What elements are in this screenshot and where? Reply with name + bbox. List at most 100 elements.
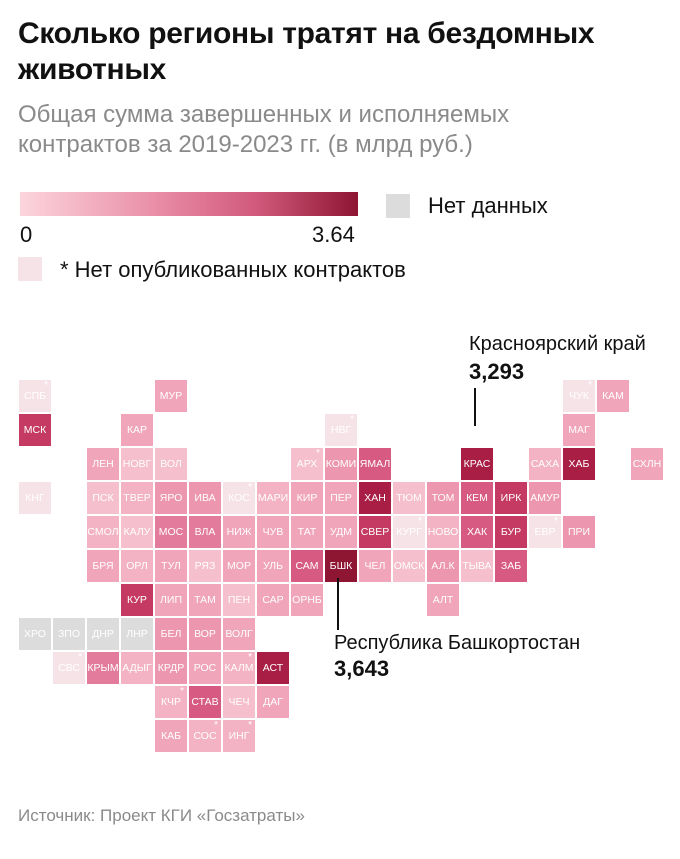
region-code: ВОЛ — [160, 458, 182, 470]
region-code: РОС — [193, 662, 217, 674]
region-tile: КУРГ * — [393, 516, 425, 548]
region-tile: САР — [257, 584, 289, 616]
region-code: ТАТ — [297, 526, 317, 538]
region-tile: КНГ — [19, 482, 51, 514]
no-contracts-asterisk: * — [248, 720, 252, 731]
region-code: ОРНБ — [292, 594, 322, 606]
page-subtitle: Общая сумма завершенных и исполняемых ко… — [18, 101, 510, 158]
region-code: АЛ.К — [431, 560, 455, 572]
region-tile: САХА — [529, 448, 561, 480]
region-code: КРДР — [157, 662, 185, 674]
region-tile: ПЕН — [223, 584, 255, 616]
region-tile: ЛИП — [155, 584, 187, 616]
page-title: Сколько регионы тратят на бездомных живо… — [18, 17, 595, 86]
region-code: КАЛМ — [224, 662, 254, 674]
region-code: БЕЛ — [160, 628, 182, 640]
region-tile: ДАГ — [257, 686, 289, 718]
region-tile: СВЕР — [359, 516, 391, 548]
region-tile: СПБ * — [19, 380, 51, 412]
region-tile: МСК — [19, 414, 51, 446]
region-tile: КАМ — [597, 380, 629, 412]
region-tile: ЧУВ — [257, 516, 289, 548]
region-code: ИРК — [500, 492, 522, 504]
region-code: САР — [262, 594, 284, 606]
region-code: ЯРО — [159, 492, 183, 504]
region-code: АЛТ — [432, 594, 454, 606]
region-code: МАРИ — [257, 492, 289, 504]
region-tile: ВОР — [189, 618, 221, 650]
region-tile: ПСК — [87, 482, 119, 514]
region-tile: КОМИ — [325, 448, 357, 480]
no-contracts-asterisk: * — [588, 380, 592, 391]
scale-min-label: 0 — [20, 222, 33, 247]
region-code: МСК — [23, 424, 47, 436]
region-tile: КОС * — [223, 482, 255, 514]
region-code: МУР — [159, 390, 183, 402]
region-tile: РЯЗ — [189, 550, 221, 582]
region-tile: ПЕР — [325, 482, 357, 514]
region-tile: ХАК — [461, 516, 493, 548]
region-code: КАР — [126, 424, 148, 436]
annotation-bashkortostan-name: Республика Башкортостан — [334, 632, 581, 654]
region-tile: ЗАБ — [495, 550, 527, 582]
region-code: ТОМ — [431, 492, 455, 504]
region-code: АДЫГ — [122, 662, 152, 674]
region-code: БРЯ — [92, 560, 114, 572]
region-code: САХА — [530, 458, 560, 470]
region-tile: АЛТ — [427, 584, 459, 616]
region-tile: ВОЛ — [155, 448, 187, 480]
no-data-swatch — [386, 194, 410, 218]
region-tile: АРХ * — [291, 448, 323, 480]
region-code: СВЕР — [360, 526, 390, 538]
region-tile: ХАБ — [563, 448, 595, 480]
region-code: БУР — [500, 526, 522, 538]
region-tile: ЕВР * — [529, 516, 561, 548]
region-tile: ПРИ — [563, 516, 595, 548]
region-code: ХАК — [466, 526, 488, 538]
region-code: МОР — [227, 560, 251, 572]
no-contracts-label: * Нет опубликованных контрактов — [60, 257, 406, 282]
region-code: ЧУВ — [262, 526, 284, 538]
region-tile: ЧУК * — [563, 380, 595, 412]
no-contracts-asterisk: * — [418, 516, 422, 527]
region-code: КОМИ — [325, 458, 357, 470]
region-tile: ЛНР — [121, 618, 153, 650]
region-code: ОМСК — [393, 560, 425, 572]
region-tile: ХАН — [359, 482, 391, 514]
region-tile: КЕМ — [461, 482, 493, 514]
region-tile: БШК — [325, 550, 357, 582]
region-code: ПЕН — [227, 594, 251, 606]
region-tile: КУР — [121, 584, 153, 616]
region-tile: ТАМ — [189, 584, 221, 616]
region-tile: КЧР * — [155, 686, 187, 718]
no-contracts-asterisk: * — [316, 448, 320, 459]
region-code: КАМ — [602, 390, 624, 402]
no-contracts-swatch — [18, 257, 42, 281]
region-code: КРЫМ — [87, 662, 119, 674]
region-tile: СМОЛ — [87, 516, 119, 548]
region-code: БШК — [329, 560, 353, 572]
region-tile: КАЛМ * — [223, 652, 255, 684]
region-tile: НОВО — [427, 516, 459, 548]
region-tile: КАБ — [155, 720, 187, 752]
region-code: ЧЕЧ — [228, 696, 250, 708]
no-contracts-asterisk: * — [180, 686, 184, 697]
region-tile: НИЖ — [223, 516, 255, 548]
region-code: ДНР — [92, 628, 114, 640]
region-code: КИР — [296, 492, 318, 504]
region-code: ЗПО — [57, 628, 81, 640]
region-code: СМОЛ — [87, 526, 119, 538]
color-scale-bar — [20, 192, 358, 216]
region-tile: КАЛУ — [121, 516, 153, 548]
scale-max-label: 3.64 — [312, 222, 355, 247]
region-code: ПСК — [92, 492, 114, 504]
region-tile: РОС — [189, 652, 221, 684]
region-code: ЕВР — [534, 526, 556, 538]
region-tile: ИНГ * — [223, 720, 255, 752]
region-tile: АМУР — [529, 482, 561, 514]
region-code: СВС — [58, 662, 80, 674]
region-tile: ТУЛ — [155, 550, 187, 582]
region-tile: ЧЕЧ — [223, 686, 255, 718]
region-tile: ЯРО — [155, 482, 187, 514]
region-tile: БРЯ — [87, 550, 119, 582]
